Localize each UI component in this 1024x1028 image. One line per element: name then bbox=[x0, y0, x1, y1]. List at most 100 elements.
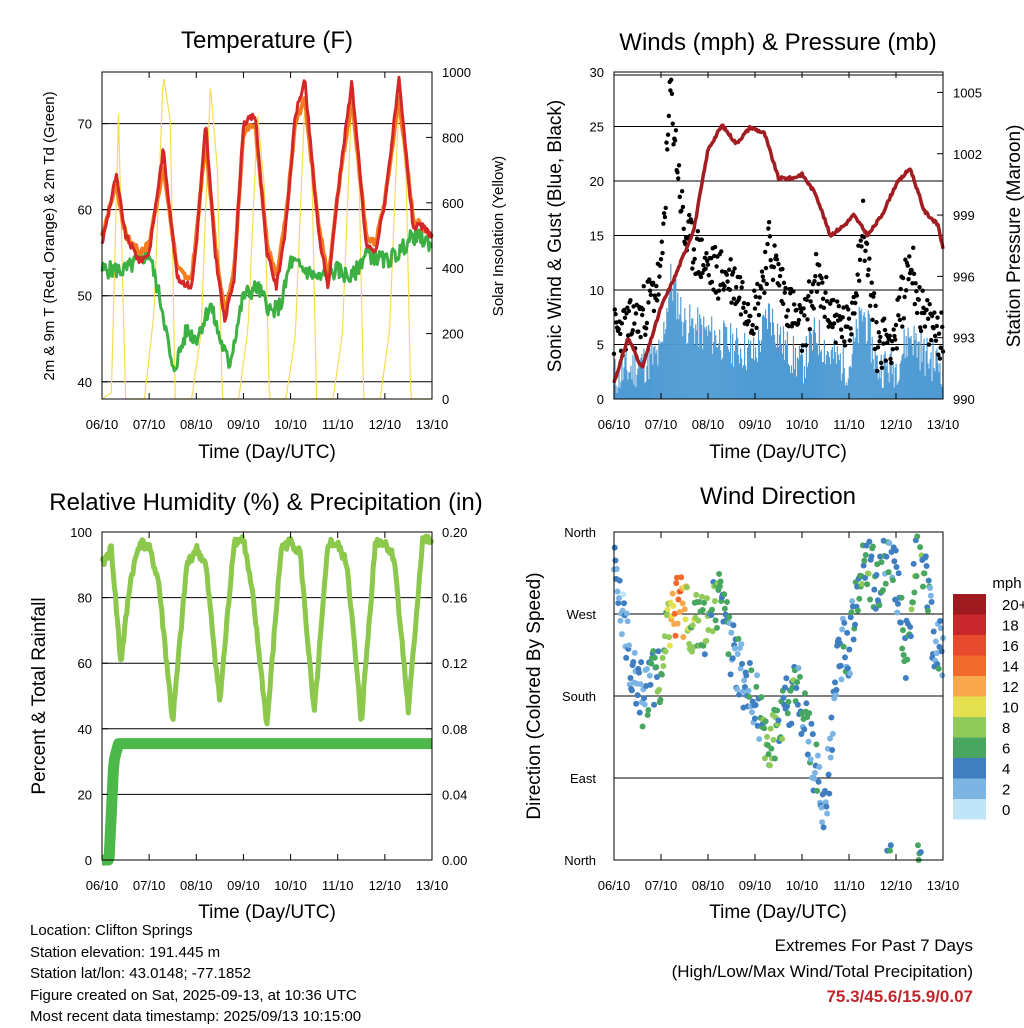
gust-point bbox=[754, 325, 759, 331]
gust-point bbox=[871, 294, 876, 299]
direction-point bbox=[801, 690, 808, 697]
station-info: Location: Clifton Springs Station elevat… bbox=[30, 920, 361, 1028]
station-latlon: Station lat/lon: 43.0148; -77.1852 bbox=[30, 965, 252, 982]
colorbar-label: 12 bbox=[1002, 679, 1019, 696]
direction-point bbox=[638, 659, 645, 666]
gust-point bbox=[675, 170, 680, 175]
winds-x-tick-label: 09/10 bbox=[739, 417, 772, 432]
gust-point bbox=[725, 279, 730, 284]
gust-point bbox=[741, 305, 746, 311]
gust-point bbox=[860, 198, 866, 204]
direction-point bbox=[824, 810, 831, 817]
direction-point bbox=[766, 762, 773, 769]
direction-point bbox=[873, 572, 880, 579]
gust-point bbox=[621, 307, 627, 313]
humidity-x-tick-label: 09/10 bbox=[227, 878, 260, 893]
gust-point bbox=[903, 288, 909, 293]
gust-point bbox=[783, 285, 788, 291]
direction-point bbox=[663, 612, 670, 619]
direction-point bbox=[780, 694, 787, 701]
gust-point bbox=[702, 255, 708, 260]
temperature-title: Temperature (F) bbox=[181, 27, 353, 54]
gust-point bbox=[854, 293, 860, 298]
colorbar-swatch bbox=[953, 758, 986, 779]
direction-point bbox=[636, 709, 643, 716]
gust-point bbox=[766, 226, 771, 231]
gust-point bbox=[665, 132, 671, 137]
gust-point bbox=[918, 328, 924, 334]
direction-point bbox=[765, 751, 772, 758]
direction-point bbox=[614, 588, 621, 595]
gust-point bbox=[644, 320, 650, 326]
direction-point bbox=[726, 614, 733, 621]
gust-point bbox=[806, 293, 811, 299]
winds-y-tick-label: 20 bbox=[590, 174, 604, 189]
gust-point bbox=[665, 147, 670, 152]
gust-point bbox=[912, 301, 917, 307]
gust-point bbox=[876, 330, 881, 335]
gust-point bbox=[640, 312, 645, 318]
gust-point bbox=[773, 253, 779, 258]
gust-point bbox=[677, 194, 682, 200]
gust-point bbox=[866, 267, 871, 272]
gust-point bbox=[756, 312, 762, 318]
gust-point bbox=[878, 334, 883, 340]
temperature-y-tick-label: 70 bbox=[78, 117, 92, 132]
gust-point bbox=[791, 302, 797, 307]
colorbar-swatch bbox=[953, 614, 986, 635]
gust-point bbox=[916, 297, 921, 302]
gust-point bbox=[795, 321, 801, 326]
gust-point bbox=[882, 316, 887, 321]
gust-point bbox=[820, 280, 825, 285]
extremes-values: 75.3/45.6/15.9/0.07 bbox=[826, 987, 973, 1006]
direction-x-tick-label: 11/10 bbox=[833, 878, 865, 893]
direction-x-tick-label: 08/10 bbox=[692, 878, 725, 893]
gust-point bbox=[932, 310, 937, 315]
gust-point bbox=[641, 284, 646, 289]
direction-point bbox=[630, 659, 637, 666]
humidity-y2-tick-label: 0.00 bbox=[442, 853, 467, 868]
gust-point bbox=[734, 284, 739, 290]
direction-point bbox=[670, 603, 677, 610]
gust-point bbox=[900, 275, 906, 281]
direction-point bbox=[913, 573, 920, 580]
gust-point bbox=[856, 278, 862, 283]
gust-point bbox=[767, 234, 773, 239]
temperature-y-label: 2m & 9m T (Red, Orange) & 2m Td (Green) bbox=[41, 91, 58, 380]
gust-point bbox=[846, 316, 852, 321]
direction-point bbox=[756, 736, 763, 743]
winds-x-label: Time (Day/UTC) bbox=[709, 442, 847, 463]
temperature-x-tick-label: 06/10 bbox=[86, 417, 119, 432]
direction-x-tick-label: 06/10 bbox=[598, 878, 631, 893]
extremes-title: Extremes For Past 7 Days bbox=[774, 936, 973, 955]
gust-point bbox=[704, 250, 709, 256]
gust-point bbox=[814, 289, 820, 294]
gust-point bbox=[893, 322, 899, 328]
humidity-y2-tick-label: 0.20 bbox=[442, 525, 467, 540]
gust-point bbox=[901, 316, 907, 321]
direction-point bbox=[854, 607, 861, 614]
gust-point bbox=[672, 138, 678, 143]
direction-point bbox=[761, 755, 768, 762]
gust-point bbox=[780, 266, 785, 272]
direction-point bbox=[771, 755, 778, 762]
direction-point bbox=[701, 599, 708, 606]
gust-point bbox=[914, 310, 920, 316]
colorbar-label: 0 bbox=[1002, 802, 1010, 819]
direction-point bbox=[883, 553, 890, 560]
colorbar-label: 16 bbox=[1002, 638, 1019, 655]
gust-point bbox=[848, 326, 853, 331]
direction-point bbox=[709, 628, 716, 635]
gust-point bbox=[836, 303, 842, 309]
gust-point bbox=[757, 295, 762, 300]
direction-point bbox=[647, 681, 654, 688]
gust-point bbox=[925, 297, 930, 303]
direction-point bbox=[619, 607, 626, 614]
direction-point bbox=[748, 667, 755, 674]
winds-x-tick-label: 06/10 bbox=[598, 417, 631, 432]
gust-point bbox=[821, 305, 827, 310]
direction-point bbox=[615, 600, 622, 607]
direction-point bbox=[816, 764, 823, 771]
gust-point bbox=[799, 348, 805, 353]
direction-point bbox=[889, 577, 896, 584]
